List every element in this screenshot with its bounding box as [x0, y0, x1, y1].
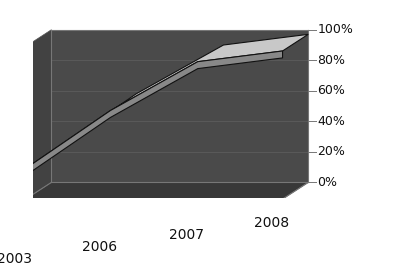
Text: 2003: 2003 — [0, 252, 32, 266]
Polygon shape — [26, 51, 282, 176]
Polygon shape — [26, 34, 308, 169]
Polygon shape — [51, 30, 308, 183]
Text: 2007: 2007 — [169, 228, 204, 242]
Text: 2008: 2008 — [254, 216, 289, 230]
Polygon shape — [15, 183, 308, 206]
Text: 80%: 80% — [318, 54, 346, 67]
Text: 100%: 100% — [318, 23, 353, 36]
Text: 20%: 20% — [318, 145, 345, 158]
Text: 2006: 2006 — [82, 240, 117, 254]
Text: 0%: 0% — [318, 176, 338, 189]
Text: 60%: 60% — [318, 84, 345, 97]
Text: 40%: 40% — [318, 115, 345, 128]
Polygon shape — [15, 30, 51, 206]
